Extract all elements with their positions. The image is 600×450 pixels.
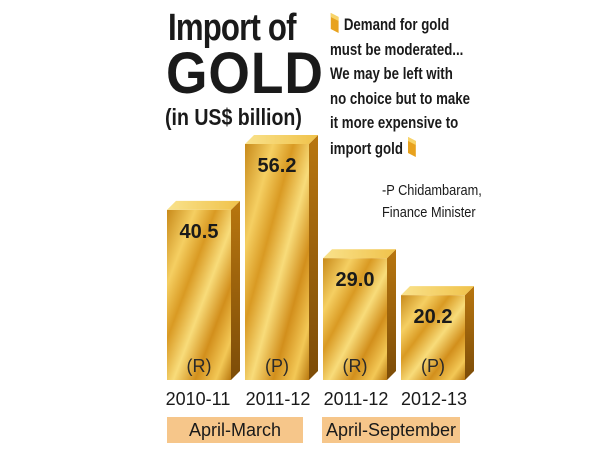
quote-author-name: -P Chidambaram, (382, 183, 482, 199)
quote-line: must be moderated... (330, 38, 470, 63)
quote-line: import gold (330, 136, 470, 162)
quote-line-2: must be moderated... (330, 39, 464, 59)
quote-author-title: Finance Minister (382, 205, 476, 221)
chart-title: Import of (168, 7, 296, 49)
period-band-april-september: April-September (322, 417, 460, 443)
quote-attribution: -P Chidambaram, Finance Minister (382, 180, 482, 224)
x-tick-label: 2010-11 (165, 389, 231, 409)
quote-line-4: no choice but to make (330, 88, 470, 108)
quote-line-5: it more expensive to (330, 113, 459, 132)
bar-side-face (465, 286, 474, 380)
bar-value-label: 56.2 (258, 155, 297, 177)
bar-front-face (245, 144, 309, 380)
bar-status-label: (R) (187, 356, 212, 376)
bar-3: 29.0 (R) (323, 249, 396, 380)
bar-top-face (245, 135, 318, 144)
period-label: April-March (188, 420, 281, 440)
quote-line-3: We may be left with (330, 64, 453, 83)
x-tick-label: 2012-13 (400, 389, 468, 409)
chart-subtitle-units: (in US$ billion) (165, 104, 302, 130)
bar-front-face (323, 258, 387, 380)
bar-value-label: 20.2 (414, 306, 453, 328)
chart-title-gold: GOLD (166, 41, 324, 106)
bar-2: 56.2 (P) (245, 135, 318, 380)
period-band-april-march: April-March (167, 417, 303, 443)
bar-side-face (387, 249, 396, 380)
bar-front-face (167, 209, 231, 380)
open-quote-mark-icon (330, 13, 339, 33)
bar-top-face (323, 249, 396, 259)
bar-status-label: (R) (343, 356, 368, 376)
x-tick-label: 2011-12 (323, 389, 389, 409)
quote-line-1: Demand for gold (343, 15, 450, 34)
bar-value-label: 40.5 (180, 221, 219, 243)
period-label: April-September (325, 420, 457, 440)
bar-side-face (309, 135, 318, 380)
bar-status-label: (P) (421, 356, 445, 376)
bar-4: 20.2 (P) (401, 286, 474, 380)
quote-line: Demand for gold (330, 12, 470, 38)
bar-front-face (401, 295, 465, 380)
quote-line: no choice but to make (330, 87, 470, 112)
bar-1: 40.5 (R) (167, 200, 240, 380)
quote-line-6: import gold (330, 138, 403, 158)
bar-side-face (231, 200, 240, 380)
bar-top-face (167, 200, 240, 210)
x-tick-label: 2011-12 (245, 389, 311, 409)
close-quote-mark-icon (408, 136, 416, 157)
quote-line: We may be left with (330, 62, 470, 87)
bar-top-face (401, 286, 474, 296)
quote-line: it more expensive to (330, 111, 470, 136)
bar-status-label: (P) (265, 356, 289, 376)
bar-value-label: 29.0 (336, 269, 375, 291)
quote-block: Demand for gold must be moderated... We … (330, 12, 470, 161)
